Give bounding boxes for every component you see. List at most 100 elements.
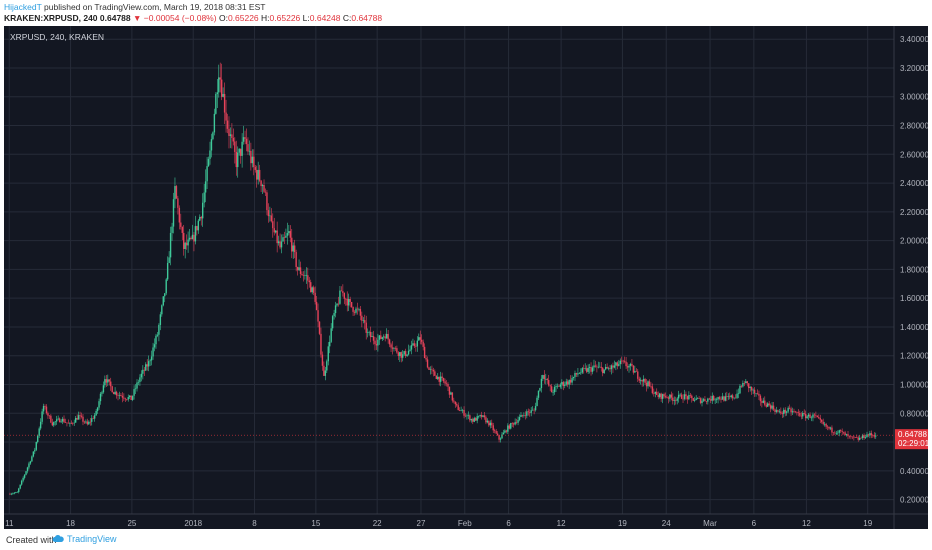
candle-body (644, 378, 646, 383)
candle-body (118, 395, 121, 396)
candle-body (374, 340, 376, 345)
candle-body (660, 393, 662, 399)
candle-body (291, 237, 293, 252)
candle-body (318, 321, 321, 334)
price-axis[interactable]: 3.40000 3.20000 3.00000 2.80000 2.60000 2.400… (900, 35, 929, 505)
x-tick-label: 18 (66, 519, 75, 528)
candle-body (387, 333, 389, 340)
candle-body (482, 415, 484, 417)
candle-body (797, 412, 800, 414)
candle-body (18, 488, 20, 493)
candle-body (810, 417, 813, 419)
candle-body (428, 367, 430, 370)
y-tick-label: 1.80000 (900, 265, 928, 274)
candle-body (425, 358, 427, 360)
candle-body (761, 401, 763, 403)
candle-body (524, 415, 527, 416)
candle-body (803, 413, 805, 414)
candle-body (856, 437, 858, 439)
candle-body (419, 337, 421, 340)
candle-body (320, 333, 322, 355)
candle-body (302, 275, 305, 276)
candle-body (275, 230, 277, 233)
candle-body (769, 405, 772, 409)
x-tick-label: 6 (752, 519, 757, 528)
candle-body (483, 415, 486, 418)
candle-body (346, 298, 348, 306)
candle-body (406, 354, 408, 356)
candle-body (308, 280, 310, 283)
y-tick-label: 2.80000 (900, 122, 928, 131)
candle-body (534, 406, 537, 411)
candle-body (621, 360, 623, 362)
candle-body (708, 398, 711, 400)
candle-body (629, 363, 632, 366)
candle-body (815, 415, 817, 416)
candle-body (56, 419, 58, 422)
close-value: 0.64788 (351, 13, 383, 23)
x-tick-label: 27 (417, 519, 426, 528)
candle-body (263, 185, 265, 192)
candle-body (317, 310, 319, 322)
candle-body (607, 368, 610, 369)
candle-body (330, 328, 332, 342)
time-axis[interactable]: 11 18 25 2018 8 15 22 27 Feb 6 12 19 24 Mar 6 12 19 (5, 519, 873, 528)
candle-body (479, 415, 481, 416)
candle-body (510, 423, 512, 429)
tradingview-brand: TradingView (67, 534, 117, 544)
candle-body (835, 432, 838, 434)
candle-body (200, 216, 202, 219)
tradingview-logo[interactable]: TradingView (52, 534, 117, 544)
candle-body (37, 435, 39, 443)
candle-body (669, 394, 671, 399)
candle-body (381, 337, 383, 339)
publish-info: published on TradingView.com, March 19, … (44, 2, 266, 12)
candle-body (101, 392, 103, 394)
candle-body (64, 422, 67, 423)
candle-body (147, 361, 150, 367)
candle-body (272, 221, 274, 229)
candle-body (364, 320, 366, 323)
candle-body (623, 360, 626, 362)
candle-body (861, 435, 864, 439)
candle-body (175, 186, 178, 199)
candle-body (444, 381, 446, 384)
candle-body (164, 293, 166, 297)
candle-body (168, 257, 170, 263)
chart-header: HijackedT published on TradingView.com, … (0, 0, 932, 26)
candle-body (711, 395, 713, 401)
candle-body (602, 367, 604, 374)
candle-body (800, 415, 802, 417)
candle-body (666, 397, 668, 398)
change-value: ▼ −0.00054 (−0.08%) (133, 13, 217, 23)
candle-body (733, 397, 735, 399)
candle-body (244, 137, 246, 139)
price-chart[interactable]: 3.40000 3.20000 3.00000 2.80000 2.60000 2.400… (4, 26, 930, 529)
candle-body (442, 377, 445, 382)
candle-body (454, 401, 456, 405)
candle-body (115, 391, 118, 396)
candle-body (860, 437, 862, 439)
candle-body (750, 387, 753, 391)
candle-body (819, 418, 821, 420)
candle-body (734, 397, 737, 399)
author-link[interactable]: HijackedT (4, 2, 42, 12)
candle-body (307, 275, 309, 281)
candle-body (809, 414, 811, 418)
candle-body (131, 395, 134, 400)
candle-body (495, 431, 497, 434)
candle-body (69, 422, 71, 424)
candle-body (229, 134, 232, 136)
candle-body (628, 365, 630, 368)
candle-body (555, 386, 557, 388)
candle-body (485, 417, 487, 423)
candle-body (453, 400, 455, 402)
candle-body (42, 406, 45, 412)
candle-body (721, 396, 724, 400)
y-tick-label: 0.20000 (900, 496, 928, 505)
candle-body (400, 352, 402, 358)
candle-body (679, 394, 681, 396)
chart-area[interactable]: 3.40000 3.20000 3.00000 2.80000 2.60000 2.400… (4, 26, 930, 529)
candle-body (823, 423, 826, 425)
candle-body (39, 421, 42, 429)
